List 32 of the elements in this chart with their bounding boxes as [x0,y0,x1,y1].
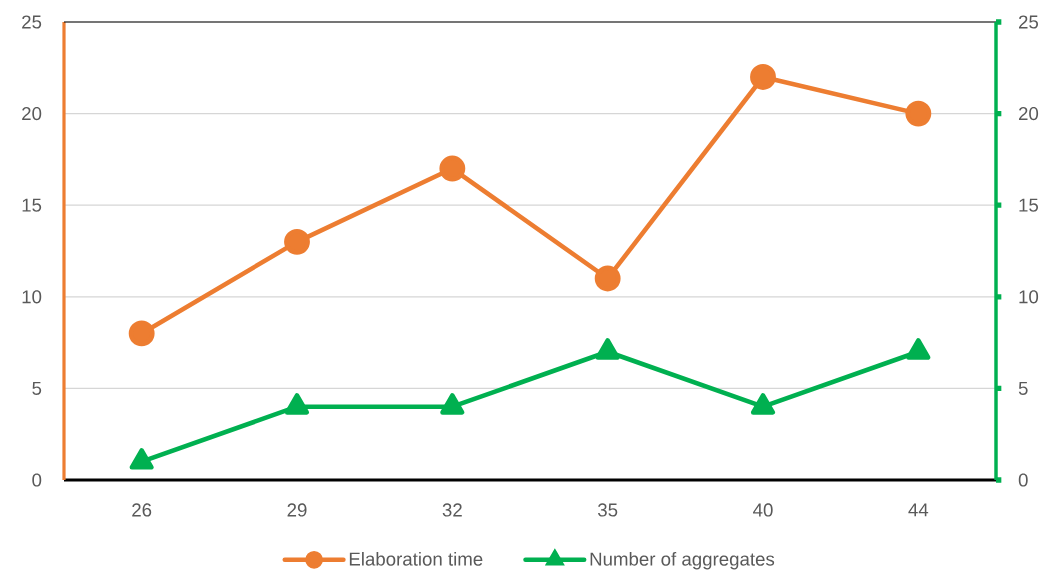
point [594,265,621,292]
point [750,64,776,90]
y2-tick-label: 25 [1018,15,1039,29]
point [128,320,155,347]
legend-label: Number of aggregates [590,552,775,570]
y-tick-label: 15 [22,198,42,212]
y-tick-label: 20 [22,106,42,121]
point [905,100,932,127]
point [439,155,466,182]
point [284,228,310,255]
point [750,393,776,415]
point [129,448,154,470]
x-tick-label: 44 [908,503,929,517]
x-tick-label: 40 [753,503,773,517]
legend-label: Elaboration time [349,552,483,566]
y-tick-label: 5 [32,381,42,395]
point [284,393,310,415]
y2-tick-label: 15 [1019,198,1039,212]
y2-tick-label: 20 [1018,106,1039,121]
y2-tick-label: 10 [1019,290,1039,304]
y-tick-label: 10 [22,290,42,304]
point [440,393,465,415]
x-tick-label: 26 [132,503,152,517]
x-tick-label: 29 [287,503,307,517]
point [906,338,931,360]
point [595,338,620,360]
y2-tick-label: 5 [1018,381,1028,395]
y2-tick-label: 0 [1018,473,1028,487]
y-tick-label: 25 [22,15,42,29]
x-tick-label: 32 [442,503,462,517]
x-tick-label: 35 [598,503,618,517]
y-tick-label: 0 [32,473,42,487]
